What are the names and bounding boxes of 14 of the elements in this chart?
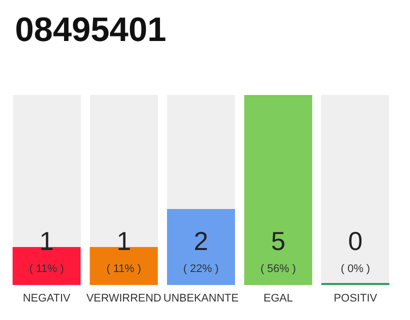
data-label: 2: [194, 226, 208, 256]
annotation: ( 22% ): [183, 263, 219, 275]
chart-title: 08495401: [15, 11, 166, 49]
annotation: ( 0% ): [340, 263, 370, 275]
annotation: ( 11% ): [29, 263, 64, 275]
x-tick-label: EGAL: [264, 292, 293, 304]
x-tick-label: POSITIV: [334, 292, 378, 304]
annotation: ( 56% ): [260, 263, 296, 275]
x-tick-label: UNBEKANNTE: [163, 292, 239, 304]
data-label: 5: [270, 226, 286, 256]
x-tick-label: VERWIRREND: [86, 292, 162, 304]
annotation: ( 11% ): [106, 263, 142, 275]
data-label: 0: [348, 226, 363, 256]
x-tick-label: NEGATIV: [22, 292, 71, 304]
